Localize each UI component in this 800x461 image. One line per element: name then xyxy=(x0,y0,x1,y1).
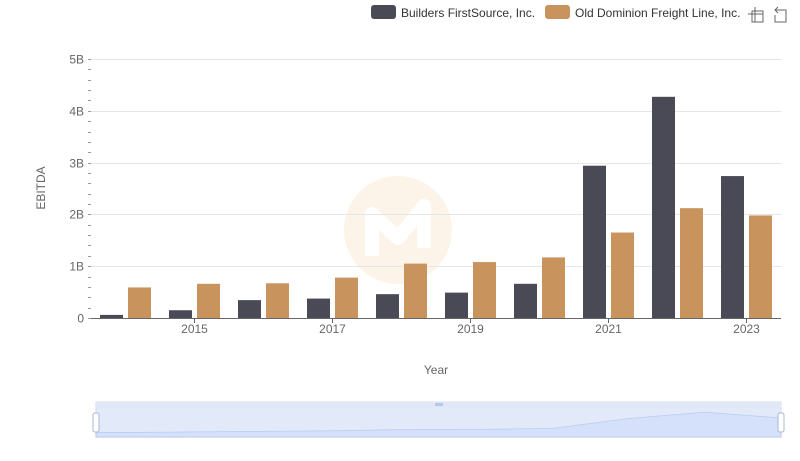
bar-odfl-2017[interactable] xyxy=(335,277,358,318)
bar-builders-2016[interactable] xyxy=(238,300,261,318)
legend-label-builders: Builders FirstSource, Inc. xyxy=(401,6,535,20)
bar-builders-2023[interactable] xyxy=(721,176,744,318)
bar-odfl-2015[interactable] xyxy=(197,283,220,318)
bar-odfl-2022[interactable] xyxy=(680,208,703,318)
data-zoom-slider[interactable] xyxy=(92,401,785,438)
data-zoom-selection xyxy=(96,408,781,437)
bar-builders-2021[interactable] xyxy=(583,165,606,318)
brand-logo-icon xyxy=(344,176,452,284)
bar-builders-2019[interactable] xyxy=(445,292,468,318)
y-tick-label: 0 xyxy=(77,312,84,326)
bar-builders-2017[interactable] xyxy=(307,298,330,318)
bar-odfl-2020[interactable] xyxy=(542,257,565,318)
legend-item-builders[interactable]: Builders FirstSource, Inc. xyxy=(371,5,535,20)
y-tick-label: 2B xyxy=(69,208,84,222)
bar-builders-2018[interactable] xyxy=(376,294,399,318)
bar-odfl-2019[interactable] xyxy=(473,262,496,318)
bar-odfl-2018[interactable] xyxy=(404,263,427,318)
y-tick-label: 3B xyxy=(69,157,84,171)
x-tick-label: 2021 xyxy=(595,322,622,336)
x-tick-label: 2015 xyxy=(181,322,208,336)
legend-swatch-odfl xyxy=(545,5,570,19)
data-zoom-center-grip[interactable] xyxy=(435,403,443,406)
data-zoom-right-handle[interactable] xyxy=(777,412,785,433)
x-tick-label: 2017 xyxy=(319,322,346,336)
bar-builders-2020[interactable] xyxy=(514,283,537,318)
y-tick-label: 4B xyxy=(69,105,84,119)
bar-builders-2022[interactable] xyxy=(652,96,675,319)
bar-odfl-2023[interactable] xyxy=(749,215,772,318)
x-tick-label: 2023 xyxy=(733,322,760,336)
bars xyxy=(100,96,772,319)
bar-odfl-2021[interactable] xyxy=(611,232,634,318)
zoom-icon[interactable] xyxy=(748,7,764,23)
y-axis-tick-labels: 0 1B 2B 3B 4B 5B xyxy=(69,53,84,326)
x-tick-label: 2019 xyxy=(457,322,484,336)
bar-builders-2014[interactable] xyxy=(100,314,123,318)
x-axis-title: Year xyxy=(424,363,448,377)
legend-label-odfl: Old Dominion Freight Line, Inc. xyxy=(575,6,740,20)
restore-icon[interactable] xyxy=(774,6,787,23)
y-axis-minor-ticks xyxy=(88,59,91,319)
y-axis-title: EBITDA xyxy=(34,166,48,209)
x-axis-ticks: 2015 2017 2019 2021 2023 xyxy=(181,318,760,336)
legend-swatch-builders xyxy=(371,5,396,19)
bar-odfl-2016[interactable] xyxy=(266,283,289,318)
bar-odfl-2014[interactable] xyxy=(128,287,151,318)
legend-item-odfl[interactable]: Old Dominion Freight Line, Inc. xyxy=(545,5,740,20)
data-zoom-left-handle[interactable] xyxy=(92,412,100,433)
legend: Builders FirstSource, Inc. Old Dominion … xyxy=(371,5,740,20)
y-tick-label: 1B xyxy=(69,260,84,274)
y-tick-label: 5B xyxy=(69,53,84,67)
bar-builders-2015[interactable] xyxy=(169,310,192,318)
